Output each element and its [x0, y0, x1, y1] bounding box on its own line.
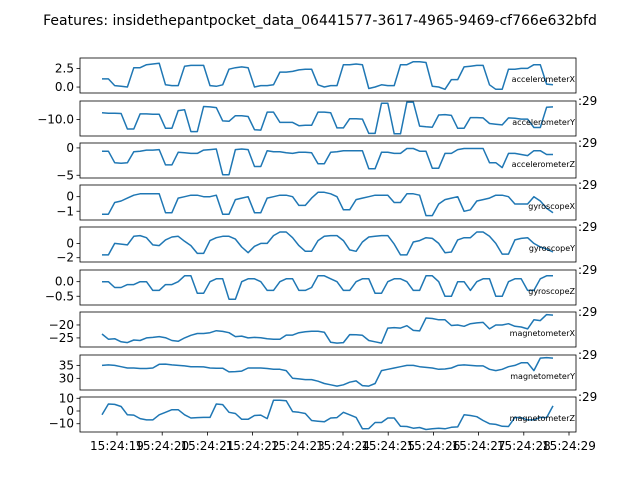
series-line-gyroscopeY	[102, 231, 554, 256]
ytick-label-gyroscopeZ: −0.5	[45, 289, 74, 303]
panel-gyroscopeZ: 0.0−0.5 gyroscopeZ :29	[45, 263, 597, 306]
ytick-label-gyroscopeY: −2	[56, 251, 74, 265]
panel-label-gyroscopeY: gyroscopeY	[529, 244, 575, 253]
panel-accelerometerY: −10.0 accelerometerY :29	[37, 94, 597, 137]
clipped-xtick-label: :29	[578, 178, 597, 192]
xtick-label: 15:24:21	[180, 439, 234, 453]
axes-frame-accelerometerZ	[79, 142, 577, 179]
panel-magnetometerX: −20−25 magnetometerX :29	[49, 305, 597, 348]
panel-label-gyroscopeX: gyroscopeX	[528, 202, 575, 211]
series-line-magnetometerX	[101, 313, 554, 344]
clipped-xtick-label: :29	[578, 136, 597, 150]
xtick-label: 15:24:26	[406, 439, 460, 453]
axes-frame-magnetometerZ	[79, 396, 577, 433]
series-line-accelerometerZ	[102, 147, 553, 176]
ytick-label-accelerometerZ: −5	[56, 168, 74, 182]
panel-label-accelerometerZ: accelerometerZ	[512, 160, 576, 169]
axes-frame-accelerometerX	[79, 57, 577, 94]
axes-frame-magnetometerX	[79, 311, 577, 348]
ytick-label-magnetometerX: −20	[49, 318, 74, 332]
axes-frame-accelerometerY	[79, 100, 577, 137]
series-line-magnetometerY	[101, 356, 554, 387]
panel-gyroscopeX: 0−1 gyroscopeX :29	[56, 178, 597, 221]
series-line-accelerometerX	[102, 60, 554, 91]
panel-label-accelerometerX: accelerometerX	[512, 75, 576, 84]
ytick-label-magnetometerZ: 0	[66, 404, 74, 418]
xtick-label: 15:24:25	[361, 439, 415, 453]
panel-label-magnetometerZ: magnetometerZ	[510, 414, 576, 423]
clipped-xtick-label: :29	[578, 348, 597, 362]
ytick-label-accelerometerX: 0.0	[55, 80, 74, 94]
ytick-label-magnetometerZ: −10	[49, 417, 74, 431]
panel-gyroscopeY: 0−2 gyroscopeY :29	[56, 220, 597, 265]
ytick-label-accelerometerZ: 0	[66, 141, 74, 155]
xtick-label: 15:24:27	[452, 439, 506, 453]
ytick-label-gyroscopeX: 0	[66, 190, 74, 204]
panel-accelerometerX: 0.0 2.5 accelerometerX	[55, 57, 577, 94]
ytick-label-magnetometerZ: 10	[59, 391, 74, 405]
ytick-label-gyroscopeX: −1	[56, 204, 74, 218]
clipped-xtick-label: :29	[578, 220, 597, 234]
panel-label-magnetometerY: magnetometerY	[510, 372, 575, 381]
ytick-label-accelerometerY: −10.0	[37, 112, 74, 126]
clipped-xtick-label: :29	[578, 94, 597, 108]
panel-label-gyroscopeZ: gyroscopeZ	[528, 287, 575, 296]
xtick-label: 15:24:22	[226, 439, 280, 453]
axes-frame-gyroscopeZ	[79, 269, 577, 306]
series-line-accelerometerY	[101, 101, 554, 135]
axes-frame-gyroscopeX	[79, 184, 577, 221]
xtick-label: 15:24:23	[271, 439, 325, 453]
clipped-xtick-label: :29	[578, 263, 597, 277]
ytick-label-magnetometerX: −25	[49, 331, 74, 345]
ytick-label-magnetometerY: 30	[59, 371, 74, 385]
panel-accelerometerZ: 0 −5 accelerometerZ :29	[56, 136, 597, 182]
xtick-label: 15:24:19	[90, 439, 144, 453]
ytick-label-gyroscopeZ: 0.0	[55, 275, 74, 289]
series-line-gyroscopeX	[102, 191, 554, 217]
ytick-label-gyroscopeY: 0	[66, 236, 74, 250]
ytick-label-accelerometerX: 2.5	[55, 61, 74, 75]
figure-title: Features: insidethepantpocket_data_06441…	[43, 13, 597, 29]
xtick-label: 15:24:29	[542, 439, 596, 453]
axes-frame-magnetometerY	[79, 354, 577, 391]
series-line-gyroscopeZ	[102, 275, 553, 300]
xtick-label: 15:24:28	[497, 439, 551, 453]
xtick-label: 15:24:24	[316, 439, 370, 453]
panel-magnetometerZ: 100−10 magnetometerZ :29	[49, 390, 597, 433]
panel-label-accelerometerY: accelerometerY	[512, 118, 575, 127]
xtick-label: 15:24:20	[135, 439, 189, 453]
x-axis: 15:24:1915:24:2015:24:2115:24:2215:24:23…	[90, 432, 596, 453]
ytick-label-magnetometerY: 35	[59, 358, 74, 372]
panel-label-magnetometerX: magnetometerX	[510, 329, 576, 338]
series-line-magnetometerZ	[101, 399, 554, 431]
clipped-xtick-label: :29	[578, 390, 597, 404]
axes-frame-gyroscopeY	[79, 226, 577, 263]
clipped-xtick-label: :29	[578, 305, 597, 319]
